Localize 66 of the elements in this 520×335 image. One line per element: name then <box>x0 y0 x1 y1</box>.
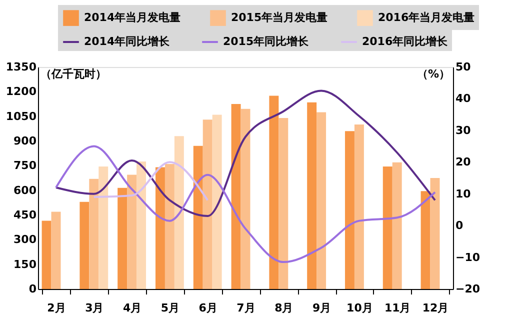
bar <box>307 102 317 289</box>
y2-tick-label: 20 <box>456 156 472 169</box>
legend-label: 2015年当月发电量 <box>231 11 328 24</box>
bar <box>80 202 90 289</box>
y-tick-label: 0 <box>28 282 37 296</box>
y-tick-label: 1350 <box>6 60 37 74</box>
bar <box>127 174 137 289</box>
x-tick-label: 8月 <box>274 302 294 314</box>
bar <box>118 188 128 289</box>
y2-tick-label: 50 <box>456 60 472 74</box>
x-tick-label: 7月 <box>236 302 256 314</box>
y2-tick-label: 30 <box>456 124 472 137</box>
y-tick-label: 900 <box>14 134 37 148</box>
x-tick-label: 5月 <box>160 302 180 314</box>
bar <box>155 167 165 289</box>
y-tick-label: 1200 <box>6 85 37 98</box>
bar <box>51 212 61 289</box>
y2-tick-label: 0 <box>456 219 464 232</box>
bar <box>98 166 108 289</box>
bar <box>174 136 184 289</box>
bar <box>420 191 430 289</box>
y2-tick-label: 10 <box>456 187 472 200</box>
bar <box>42 220 52 289</box>
y-tick-label: 150 <box>14 258 37 271</box>
x-tick-label: 10月 <box>346 302 373 314</box>
y-tick-label: 1050 <box>6 110 37 123</box>
bar <box>354 124 364 289</box>
y2-tick-label: 40 <box>456 92 472 106</box>
x-tick-label: 6月 <box>198 302 218 314</box>
bar <box>164 164 174 289</box>
line-series <box>92 161 209 202</box>
bar <box>212 114 222 289</box>
bar <box>382 166 392 289</box>
line-series <box>55 90 436 218</box>
line-series <box>55 145 436 264</box>
bar <box>231 104 241 289</box>
x-tick-label: 11月 <box>384 302 411 314</box>
bar <box>136 162 146 289</box>
y-tick-label: 750 <box>14 159 37 172</box>
y-axis-title: （亿千瓦时） <box>40 68 106 80</box>
bar <box>344 131 354 289</box>
y2-axis-title: （%） <box>416 68 450 80</box>
legend-label: 2016年同比增长 <box>362 35 449 48</box>
bar <box>202 120 212 289</box>
x-tick-label: 3月 <box>85 302 104 314</box>
bar <box>278 118 288 289</box>
bar <box>269 96 279 289</box>
x-tick-label: 4月 <box>122 302 142 314</box>
y-tick-label: 450 <box>14 208 37 222</box>
x-tick-label: 2月 <box>47 302 66 314</box>
bar <box>89 178 99 289</box>
bar <box>430 178 440 289</box>
bar <box>193 146 203 289</box>
x-tick-label: 9月 <box>312 302 332 314</box>
y2-tick-label: −10 <box>456 250 480 264</box>
y-tick-label: 600 <box>14 184 37 197</box>
bar <box>316 112 326 289</box>
y-tick-label: 300 <box>14 233 37 246</box>
legend-label: 2015年同比增长 <box>223 35 310 48</box>
x-tick-label: 12月 <box>422 302 449 314</box>
legend-label: 2014年同比增长 <box>84 35 171 48</box>
legend-label: 2014年当月发电量 <box>84 11 181 24</box>
legend-label: 2016年当月发电量 <box>378 11 475 24</box>
bar <box>392 162 402 289</box>
bar <box>240 108 250 289</box>
y2-tick-label: −20 <box>456 282 480 296</box>
